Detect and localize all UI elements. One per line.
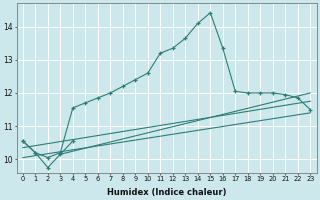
X-axis label: Humidex (Indice chaleur): Humidex (Indice chaleur): [107, 188, 226, 197]
